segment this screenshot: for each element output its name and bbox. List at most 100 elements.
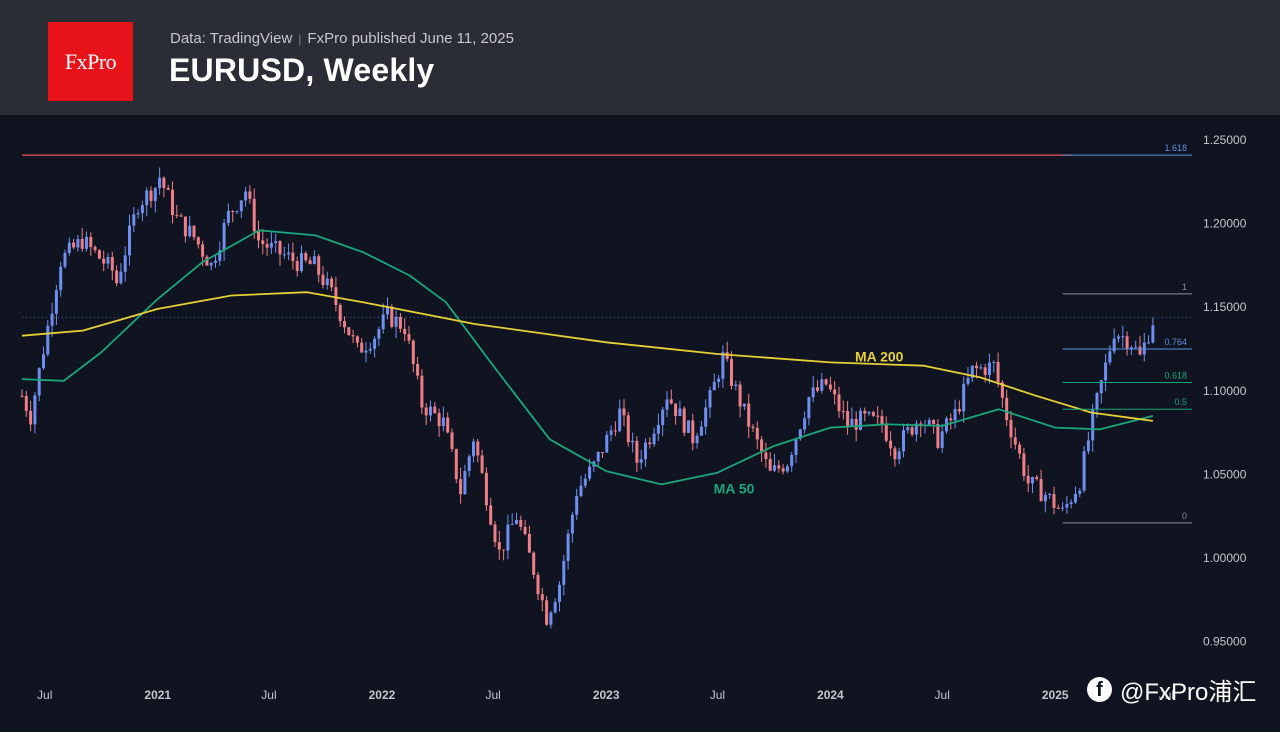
candle-body	[992, 361, 996, 363]
candle-body	[351, 335, 355, 337]
candle-body	[1112, 338, 1116, 352]
candle-body	[1026, 475, 1030, 484]
candle-body	[1022, 453, 1026, 476]
candle-body	[63, 252, 67, 267]
candle-body	[764, 452, 768, 460]
candle-body	[33, 395, 37, 425]
candle-body	[880, 416, 884, 425]
candle-body	[192, 225, 196, 238]
fib-level-label: 1.618	[1164, 143, 1187, 153]
candle-body	[222, 223, 226, 251]
candle-body	[566, 533, 570, 561]
candle-body	[519, 520, 523, 527]
candle-body	[613, 430, 617, 432]
candles	[20, 167, 1155, 629]
candle-body	[910, 427, 914, 435]
candle-body	[871, 412, 875, 416]
candle-body	[424, 407, 428, 416]
candle-body	[970, 365, 974, 379]
fib-level-label: 1	[1182, 282, 1187, 292]
candle-body	[691, 420, 695, 444]
candle-body	[394, 316, 398, 327]
candle-body	[876, 415, 880, 417]
candle-body	[854, 418, 858, 430]
candle-body	[41, 354, 45, 369]
candle-body	[235, 211, 239, 213]
candle-body	[914, 423, 918, 435]
candle-body	[317, 256, 321, 275]
candle-body	[119, 271, 123, 284]
candle-body	[979, 367, 983, 369]
candle-body	[545, 600, 549, 625]
candle-body	[665, 399, 669, 410]
x-tick-label: Jul	[710, 688, 725, 702]
candle-body	[1000, 382, 1004, 398]
candle-body	[132, 214, 136, 226]
candle-body	[622, 408, 626, 416]
candle-body	[368, 348, 372, 351]
candle-body	[218, 250, 222, 261]
candle-body	[278, 241, 282, 255]
candle-body	[1121, 336, 1125, 338]
candle-body	[29, 411, 33, 425]
candle-body	[549, 612, 553, 625]
candle-body	[179, 215, 183, 217]
candlestick-chart[interactable]: MA 200 MA 50 1.618 1 0.764 0.618 0.5 0 1.25000…	[0, 115, 1280, 732]
candle-body	[89, 236, 93, 247]
candle-body	[807, 397, 811, 419]
candle-body	[158, 177, 162, 189]
candle-body	[1104, 362, 1108, 381]
y-tick-label: 1.00000	[1203, 551, 1247, 565]
candle-body	[205, 256, 209, 266]
candle-body	[123, 255, 127, 272]
candle-body	[1048, 493, 1052, 496]
candle-body	[106, 257, 110, 264]
candle-body	[656, 425, 660, 434]
candle-body	[605, 434, 609, 453]
candle-body	[411, 340, 415, 365]
candle-body	[661, 409, 665, 426]
candle-body	[84, 236, 88, 249]
candle-body	[815, 387, 819, 391]
candle-body	[738, 384, 742, 407]
candle-body	[321, 274, 325, 286]
candle-body	[583, 478, 587, 486]
candle-body	[1091, 409, 1095, 441]
candle-body	[768, 459, 772, 471]
separator-icon: |	[298, 32, 302, 46]
candle-body	[751, 426, 755, 428]
fxpro-logo: FxPro	[48, 22, 133, 101]
x-tick-label: 2021	[144, 688, 171, 702]
candle-body	[893, 448, 897, 460]
candle-body	[1108, 351, 1112, 363]
candle-body	[858, 410, 862, 430]
candle-body	[312, 256, 316, 265]
candle-body	[497, 542, 501, 550]
candle-body	[287, 252, 291, 255]
x-tick-label: 2022	[369, 688, 396, 702]
y-tick-label: 1.05000	[1203, 467, 1247, 481]
candle-body	[420, 375, 424, 408]
candle-body	[957, 408, 961, 412]
x-tick-label: Jul	[37, 688, 52, 702]
candle-body	[588, 466, 592, 479]
candle-body	[837, 394, 841, 412]
candle-body	[635, 440, 639, 463]
y-axis: 1.25000 1.20000 1.15000 1.10000 1.05000 1.000…	[1203, 133, 1247, 648]
candle-body	[1086, 440, 1090, 452]
candle-body	[295, 260, 299, 272]
candle-body	[37, 368, 41, 396]
candle-body	[226, 210, 230, 224]
candle-body	[927, 420, 931, 425]
candle-body	[338, 305, 342, 322]
candle-body	[115, 270, 119, 284]
candle-body	[1082, 451, 1086, 491]
candle-body	[540, 594, 544, 601]
candle-body	[901, 430, 905, 452]
candle-body	[471, 441, 475, 457]
candle-body	[600, 451, 604, 453]
candle-body	[256, 231, 260, 241]
y-tick-label: 1.15000	[1203, 300, 1247, 314]
candle-body	[798, 429, 802, 439]
candle-body	[196, 237, 200, 245]
